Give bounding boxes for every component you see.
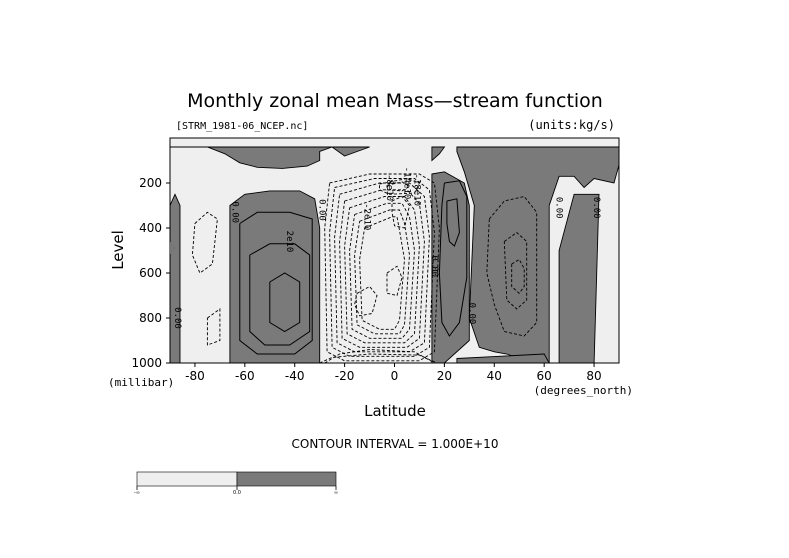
- contour-interval-text: CONTOUR INTERVAL = 1.000E+10: [292, 437, 499, 451]
- positive-region-1: [229, 190, 321, 363]
- positive-region-4: [431, 146, 446, 162]
- contour-negative-3: [339, 189, 425, 348]
- contour-negative-19: [206, 308, 221, 346]
- contour-negative-2: [334, 182, 430, 353]
- x-tick-label-7: 60: [537, 369, 552, 383]
- contour-negative-1: [329, 178, 435, 357]
- colorbar-negative: [136, 471, 238, 487]
- contour-negative-14: [391, 195, 410, 229]
- contour-label-3: -2e10: [362, 203, 372, 230]
- x-tick-label-3: -20: [335, 369, 355, 383]
- contour-label-0: 0.00: [229, 201, 239, 223]
- contour-label-6: -18e10: [411, 173, 421, 206]
- contour-label-5: -14e10: [401, 167, 411, 200]
- contour-negative-18: [511, 258, 525, 294]
- y-axis-label: Level: [109, 230, 127, 270]
- x-tick-label-6: 40: [487, 369, 502, 383]
- left-edge-marker: [170, 242, 176, 254]
- contour-positive-3: [438, 180, 468, 337]
- y-tick-label-2: 600: [139, 266, 162, 280]
- contour-label-4: -8e10: [384, 174, 394, 201]
- colorbar-label-zero: 0.0: [233, 490, 241, 496]
- contour-negative-0: [324, 173, 440, 362]
- x-axis-ticks: -80 -60 -40 -20 0 20 40 60 80: [185, 363, 602, 383]
- contour-label-11: 0.00: [172, 307, 182, 329]
- y-tick-label-3: 800: [139, 311, 162, 325]
- contour-label-10: 0.00: [591, 197, 601, 219]
- contour-negative-6: [354, 209, 410, 335]
- x-unit-label: (degrees_north): [534, 384, 633, 397]
- contour-label-9: 0.00: [554, 197, 564, 219]
- colorbar-label-min: -∞: [134, 490, 140, 496]
- contour-negative-7: [359, 216, 405, 330]
- contour-negative-17: [503, 231, 528, 310]
- colorbar: -∞ 0.0 ∞: [134, 471, 338, 496]
- x-tick-label-0: -80: [185, 369, 205, 383]
- contour-negative-8: [386, 181, 411, 192]
- contour-label-7: 0.00: [429, 255, 439, 277]
- contour-negative-4: [344, 196, 420, 344]
- contour-negative-15: [191, 211, 218, 274]
- contour-positive-2: [269, 272, 301, 333]
- file-label: [STRM_1981-06_NCEP.nc]: [176, 121, 308, 132]
- positive-region-7: [456, 353, 550, 363]
- colorbar-label-max: ∞: [334, 490, 338, 496]
- contour-label-8: 0.00: [466, 303, 476, 325]
- contour-negative-5: [349, 202, 415, 339]
- positive-region-6: [558, 193, 600, 363]
- y-tick-label-1: 400: [139, 221, 162, 235]
- x-tick-label-2: -40: [285, 369, 305, 383]
- x-tick-label-1: -60: [235, 369, 255, 383]
- plot-area: 0.00 2e10 0.00 -2e10 -8e10 -14e10 -18e10 0.00 0.…: [170, 138, 619, 363]
- x-axis-label: Latitude: [364, 402, 426, 420]
- contour-positive-0: [239, 211, 313, 355]
- contour-negative-16: [486, 195, 538, 337]
- contour-labels: 0.00 2e10 0.00 -2e10 -8e10 -14e10 -18e10 0.00 0.…: [172, 167, 601, 329]
- y-axis-ticks: 200 400 600 800 1000: [131, 176, 170, 370]
- contour-label-2: 0.00: [317, 199, 327, 221]
- contour-lines: [191, 173, 538, 363]
- contour-positive-4: [446, 198, 460, 247]
- y-unit-label: (millibar): [108, 376, 174, 389]
- y-tick-label-4: 1000: [131, 356, 162, 370]
- units-label: (units:kg/s): [528, 118, 615, 132]
- colorbar-positive: [236, 471, 337, 487]
- positive-region-2: [170, 193, 181, 363]
- contour-negative-9: [379, 178, 421, 195]
- y-tick-label-0: 200: [139, 176, 162, 190]
- contour-positive-1: [249, 243, 311, 346]
- x-tick-label-4: 0: [391, 369, 399, 383]
- x-tick-label-8: 80: [586, 369, 601, 383]
- contour-negative-11: [319, 353, 438, 363]
- chart-title: Monthly zonal mean Mass—stream function: [187, 90, 603, 112]
- positive-region-0: [170, 146, 370, 169]
- contour-label-1: 2e10: [284, 231, 294, 253]
- x-tick-label-5: 20: [437, 369, 452, 383]
- positive-region-5: [456, 146, 619, 363]
- contour-negative-13: [386, 265, 403, 297]
